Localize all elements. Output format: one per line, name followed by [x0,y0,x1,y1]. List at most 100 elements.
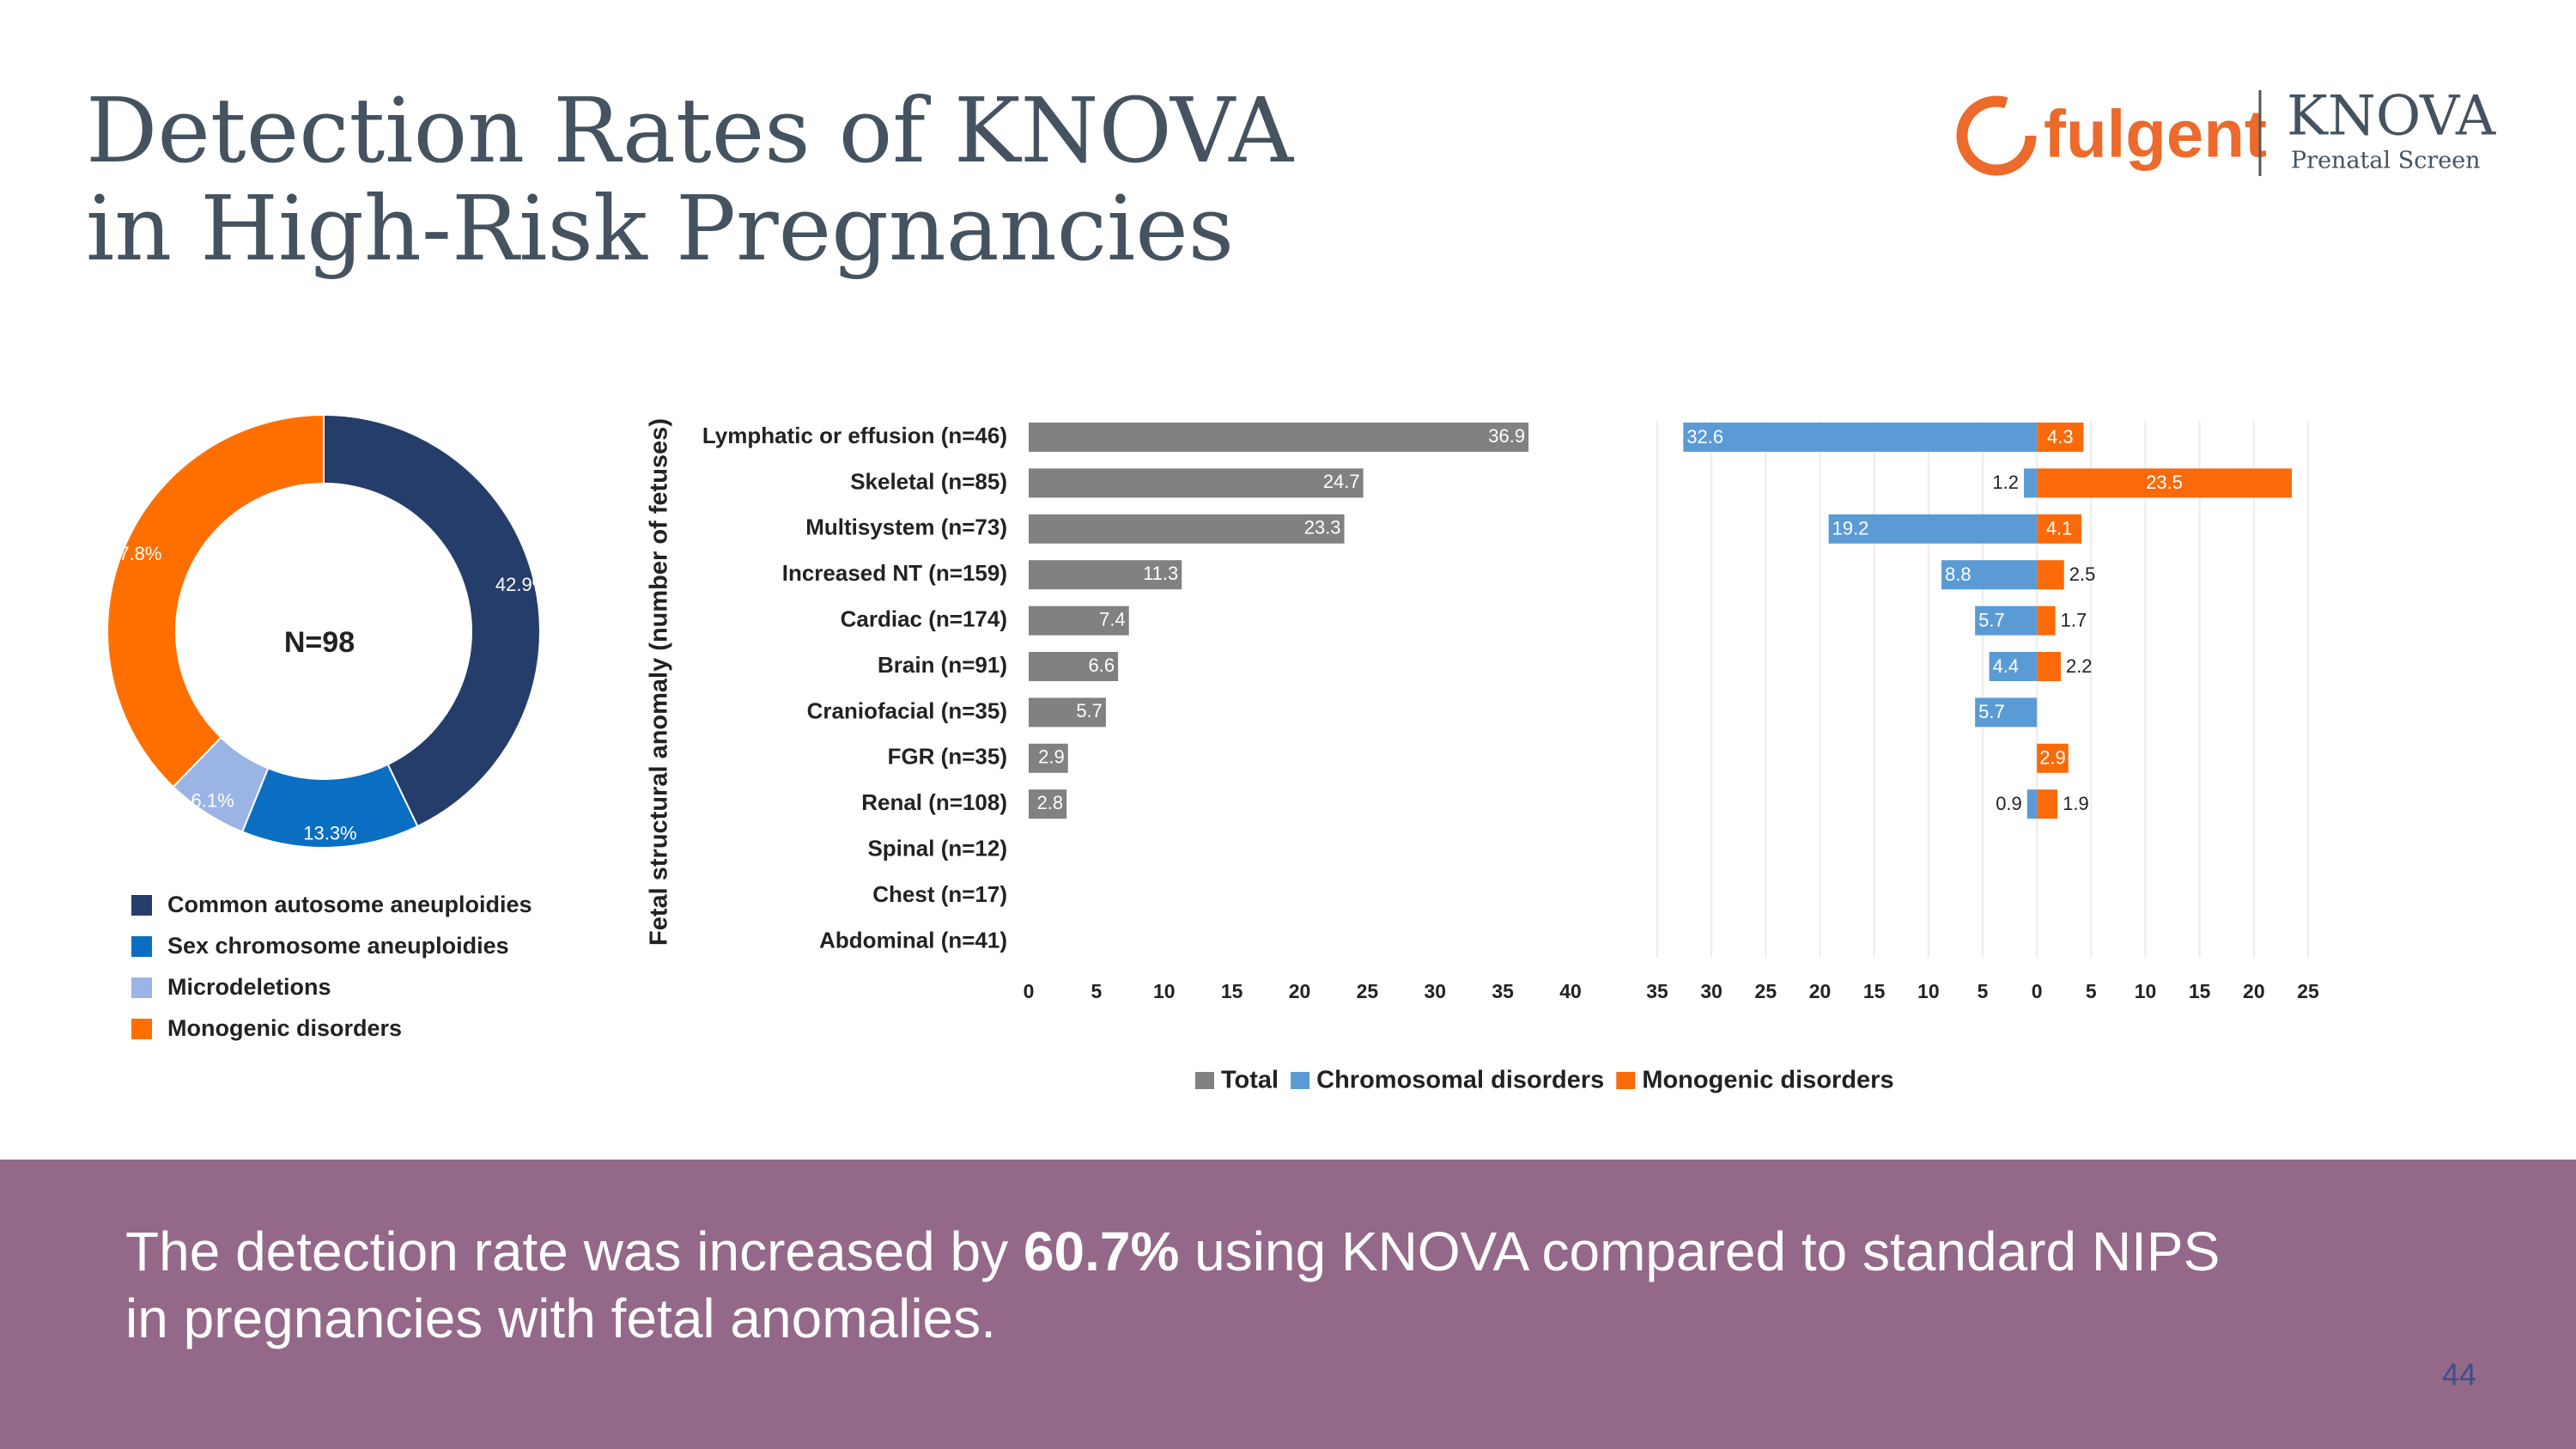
page-number: 44 [2442,1357,2476,1392]
footer-part: The detection rate was increased by [125,1221,1024,1282]
value-label: 23.3 [1304,517,1341,539]
logo-icon [1956,95,2037,176]
y-axis-label: Fetal structural anomaly (number of fetu… [646,418,673,946]
bar [2037,606,2056,636]
bar [2037,468,2293,498]
bar [2024,468,2038,498]
bar [2037,560,2064,590]
value-label: 0.9 [1996,793,2022,814]
bar [1941,560,2038,590]
value-label: 4.4 [1993,655,2020,677]
bar [1989,652,2038,681]
legend-swatch [131,977,152,998]
legend-swatch [1616,1072,1636,1089]
donut-slice [106,413,325,788]
center-label: N=98 [284,626,355,659]
value-label: 2.9 [2039,747,2066,769]
category-label: Skeletal (n=85) [850,468,1007,494]
slice-label: 37.8% [108,543,161,564]
bar [1029,697,1106,728]
x-tick-label: 30 [1424,980,1446,1002]
x-tick-label: 40 [1559,980,1582,1002]
value-label: 7.4 [1099,608,1126,630]
value-label: 5.7 [1978,701,2005,722]
value-label: 11.3 [1143,563,1178,584]
x-tick-label: 0 [2032,980,2043,1002]
value-label: 2.2 [2066,655,2093,677]
footer-text: in pregnancies with fetal anomalies. [125,1288,996,1349]
logo-subtitle: Prenatal Screen [2291,148,2481,174]
footer-highlight: 60.7% [1024,1221,1179,1282]
slice-label: 6.1% [191,789,234,811]
bar [1029,560,1182,590]
legend-swatch [1195,1072,1214,1089]
title-line: in High-Risk Pregnancies [86,176,1234,281]
legend-label: Monogenic disorders [1642,1067,1893,1094]
value-label: 32.6 [1686,426,1723,447]
category-label: Lymphatic or effusion (n=46) [702,423,1007,448]
x-tick-label: 10 [2135,980,2157,1002]
x-tick-label: 0 [1024,980,1035,1002]
bar [2037,423,2084,452]
x-tick-label: 35 [1492,980,1514,1002]
value-label: 1.7 [2061,609,2087,630]
x-tick-label: 5 [2086,980,2097,1002]
bar [1029,468,1364,498]
bar [1029,423,1529,452]
footer-part: using KNOVA compared to standard NIPS [1179,1221,2220,1282]
bar [1029,743,1068,773]
category-label: Abdominal (n=41) [819,927,1007,953]
value-label: 2.5 [2069,563,2096,585]
value-label: 23.5 [2146,472,2183,493]
bar [1828,514,2038,544]
category-label: Increased NT (n=159) [782,560,1007,586]
x-tick-label: 35 [1646,980,1668,1002]
slice-label: 13.3% [303,823,356,844]
legend-label: Total [1221,1067,1279,1094]
bar [1683,423,2038,452]
category-label: FGR (n=35) [888,744,1007,770]
legend-label: Microdeletions [167,974,331,1000]
legend-swatch [131,1019,152,1039]
category-label: Cardiac (n=174) [841,606,1007,631]
legend-swatch [131,895,152,916]
legend-swatch [1291,1072,1310,1089]
slice-label: 42.9% [495,574,549,595]
x-tick-label: 15 [1863,980,1886,1002]
footer-text: The detection rate was increased by 60.7… [125,1221,2220,1282]
x-tick-label: 20 [1289,980,1311,1002]
value-label: 24.7 [1323,471,1360,492]
value-label: 8.8 [1945,563,1971,585]
title-line: Detection Rates of KNOVA [86,78,1295,183]
x-tick-label: 5 [1091,980,1102,1002]
x-tick-label: 25 [1357,980,1379,1002]
category-label: Craniofacial (n=35) [807,697,1007,723]
x-tick-label: 15 [2189,980,2211,1002]
bar [1975,697,2038,728]
value-label: 5.7 [1978,609,2005,630]
logo-brand: fulgent [2044,96,2267,172]
category-label: Renal (n=108) [861,789,1007,815]
bar [2026,789,2038,819]
x-tick-label: 10 [1153,980,1176,1002]
bar [1975,606,2038,636]
value-label: 4.3 [2047,426,2074,447]
legend-swatch [131,936,152,957]
value-label: 36.9 [1488,425,1525,447]
value-label: 6.6 [1089,654,1115,676]
category-label: Chest (n=17) [872,881,1007,907]
x-tick-label: 25 [1755,980,1777,1002]
category-label: Spinal (n=12) [867,835,1007,861]
bar [1029,789,1067,819]
category-label: Brain (n=91) [878,652,1007,678]
value-label: 1.2 [1992,472,2019,493]
x-tick-label: 20 [1809,980,1832,1002]
value-label: 2.8 [1037,792,1064,813]
bar [2037,514,2081,544]
bar [2037,652,2061,681]
value-label: 5.7 [1076,700,1103,721]
logo: fulgent KNOVA Prenatal Screen [1956,85,2496,176]
legend-label: Chromosomal disorders [1316,1067,1604,1094]
